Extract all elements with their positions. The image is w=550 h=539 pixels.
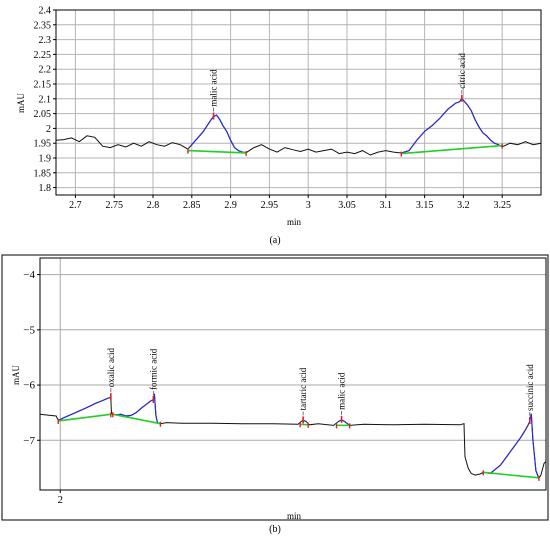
baseline-segment bbox=[58, 413, 111, 422]
baseline-segment bbox=[187, 149, 247, 154]
baseline-segment bbox=[401, 144, 503, 155]
x-tick-label: 3.1 bbox=[380, 200, 393, 211]
x-tick-label: 2.75 bbox=[105, 200, 123, 211]
y-tick-label: 2.25 bbox=[34, 50, 52, 61]
y-tick-label: −7 bbox=[23, 435, 35, 447]
y-tick-label: −4 bbox=[23, 269, 35, 281]
peak-label: tartaric acid bbox=[298, 367, 308, 410]
x-tick-label: 2.8 bbox=[147, 200, 160, 211]
y-tick-label: 2.2 bbox=[39, 65, 52, 76]
peak-segment bbox=[187, 114, 247, 154]
baseline-segment bbox=[300, 423, 309, 426]
y-tick-label: −5 bbox=[23, 324, 35, 336]
y-tick-label: 2.4 bbox=[39, 6, 52, 17]
baseline-segment bbox=[112, 413, 161, 425]
peak-segment bbox=[115, 393, 161, 425]
y-tick-label: 2.3 bbox=[39, 35, 52, 46]
signal-trace bbox=[55, 98, 542, 156]
x-tick-label: 2.95 bbox=[261, 200, 279, 211]
x-tick-label: 2 bbox=[57, 494, 63, 506]
y-tick-label: 2 bbox=[46, 124, 51, 135]
x-tick-label: 3.05 bbox=[338, 200, 356, 211]
peak-label: oxalic acid bbox=[106, 347, 116, 387]
plot-border bbox=[55, 9, 542, 196]
chart-a: 1.8 1.85 1.9 1.95 2 2.05 2.1 2.15 2.2 2.25 2.3 2.35… bbox=[16, 6, 542, 246]
x-axis-label: min bbox=[287, 511, 302, 521]
peak-segment bbox=[57, 396, 112, 421]
signal-trace bbox=[39, 393, 547, 480]
x-tick-label: 2.9 bbox=[224, 200, 237, 211]
y-tick-label: 2.05 bbox=[34, 109, 52, 120]
peak-label: succinic acid bbox=[525, 364, 535, 411]
peak-segment bbox=[483, 413, 540, 479]
y-axis-label: mAU bbox=[11, 365, 21, 386]
x-tick-label: 2.7 bbox=[69, 200, 82, 211]
peak-label: malic acid bbox=[337, 372, 347, 410]
baseline-segment bbox=[483, 471, 539, 479]
y-tick-label: 1.9 bbox=[39, 154, 52, 165]
y-tick-label: 2.15 bbox=[34, 80, 52, 91]
x-tick-label: 3.2 bbox=[457, 200, 470, 211]
panel-label: (b) bbox=[269, 524, 281, 535]
peak-label: formic acid bbox=[148, 348, 158, 390]
y-tick-label: 1.8 bbox=[39, 183, 52, 194]
x-tick-label: 2.85 bbox=[183, 200, 201, 211]
x-tick-label: 3 bbox=[306, 200, 311, 211]
x-tick-label: 3.15 bbox=[416, 200, 434, 211]
y-tick-label: 1.85 bbox=[34, 168, 52, 179]
peak-segment bbox=[338, 419, 351, 426]
chart-b: −7 −6 −5 −4 2 min mAU oxalic acid formic acid tar… bbox=[1, 254, 549, 535]
x-axis-label: min bbox=[287, 217, 302, 227]
y-tick-label: 2.1 bbox=[39, 94, 52, 105]
peak-segment bbox=[401, 97, 503, 154]
y-axis-label: mAU bbox=[16, 93, 26, 114]
y-tick-label: −6 bbox=[23, 380, 35, 392]
outer-frame bbox=[1, 254, 549, 521]
y-tick-label: 1.95 bbox=[34, 139, 52, 150]
x-tick-label: 3.25 bbox=[493, 200, 511, 211]
y-tick-label: 2.35 bbox=[34, 20, 52, 31]
plot-border bbox=[39, 257, 547, 491]
panel-label: (a) bbox=[269, 235, 280, 246]
peak-label: malic acid bbox=[209, 69, 219, 107]
peak-label: citric acid bbox=[457, 53, 467, 89]
